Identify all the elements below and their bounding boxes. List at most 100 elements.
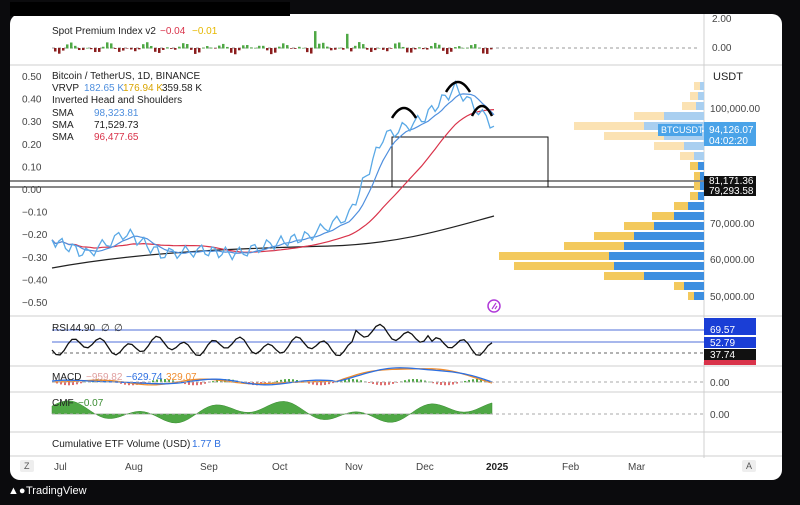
visibility-icon[interactable]: ∅ — [101, 323, 110, 334]
premium-bar — [110, 43, 113, 48]
premium-bar — [286, 45, 289, 48]
volume-profile-bar — [652, 212, 674, 220]
premium-bar — [142, 44, 145, 48]
premium-bar — [106, 42, 109, 48]
macd-axis-zero: 0.00 — [710, 378, 730, 389]
rsi-tag-upper-text: 69.57 — [710, 325, 735, 336]
volume-profile-bar — [682, 102, 696, 110]
premium-bar — [198, 48, 201, 52]
macd-value-2: −629.74 — [126, 372, 163, 383]
premium-bar — [350, 48, 353, 51]
brand-name: TradingView — [26, 485, 87, 497]
premium-bar — [70, 43, 73, 49]
volume-profile-bar — [694, 182, 700, 190]
premium-bar — [254, 48, 257, 49]
macd-bar — [356, 379, 358, 382]
price-axis-tick: 100,000.00 — [710, 104, 760, 115]
price-axis-tick: 50,000.00 — [710, 292, 755, 303]
premium-bar — [358, 42, 361, 48]
premium-bar — [338, 48, 341, 49]
premium-bar — [426, 48, 429, 50]
premium-bar — [442, 48, 445, 51]
premium-bar — [258, 46, 261, 49]
premium-bar — [218, 46, 221, 49]
indicator-value-1: −0.04 — [160, 26, 186, 37]
premium-axis-tick: 2.00 — [712, 14, 732, 25]
macd-bar — [200, 382, 202, 385]
macd-bar — [440, 382, 442, 385]
time-tick: 2025 — [486, 462, 509, 473]
time-tick: Jul — [54, 462, 67, 473]
premium-bar — [78, 48, 81, 50]
rsi-tag-bottom — [704, 360, 756, 365]
premium-axis-tick: 0.00 — [712, 43, 732, 54]
premium-bar — [486, 48, 489, 54]
rsi-tag-lower-text: 37.74 — [710, 350, 735, 361]
premium-bar — [270, 48, 273, 54]
premium-bar — [190, 48, 193, 50]
macd-bar — [332, 382, 334, 383]
premium-bar — [482, 48, 485, 53]
sma-label-2: SMA — [52, 120, 74, 131]
cmf-axis-zero: 0.00 — [710, 410, 730, 421]
macd-bar — [428, 382, 430, 383]
premium-bar — [194, 48, 197, 54]
currency-label[interactable]: USDT — [713, 71, 743, 83]
premium-bar — [434, 43, 437, 49]
premium-bar — [74, 46, 77, 49]
volume-profile-bar — [609, 252, 704, 260]
volume-profile-bar — [700, 172, 704, 180]
premium-bar — [122, 48, 125, 51]
premium-bar — [414, 48, 417, 49]
rsi-tag-top — [704, 318, 756, 324]
volume-profile-bar — [700, 182, 704, 190]
premium-bar — [242, 45, 245, 48]
premium-bar — [102, 47, 105, 49]
premium-bar — [418, 47, 421, 48]
volume-profile-bar — [674, 202, 688, 210]
premium-bar — [438, 45, 441, 49]
premium-bar — [430, 46, 433, 49]
premium-bar — [310, 48, 313, 54]
premium-bar — [490, 48, 493, 49]
premium-bar — [238, 48, 241, 50]
vrvp-label: VRVP — [52, 83, 79, 94]
volume-profile-bar — [604, 272, 644, 280]
premium-bar — [462, 48, 465, 49]
premium-bar — [274, 48, 277, 53]
premium-bar — [170, 48, 173, 49]
premium-bar — [54, 48, 57, 52]
premium-bar — [154, 48, 157, 52]
premium-bar — [382, 48, 385, 50]
premium-bar — [206, 46, 209, 48]
premium-bar — [214, 48, 217, 49]
visibility-icon[interactable]: ∅ — [114, 323, 123, 334]
volume-profile-bar — [684, 142, 704, 150]
volume-profile-bar — [604, 132, 664, 140]
premium-bar — [410, 48, 413, 53]
vrvp-value-2: 176.94 K — [123, 83, 163, 94]
volume-profile-bar — [690, 162, 698, 170]
premium-bar — [282, 43, 285, 48]
volume-profile-bar — [634, 232, 704, 240]
premium-bar — [322, 43, 325, 49]
volume-profile-bar — [644, 272, 704, 280]
rsi-tag-middle-text: 52.79 — [710, 338, 735, 349]
premium-bar — [146, 42, 149, 48]
sma-value-2: 71,529.73 — [94, 120, 139, 131]
etf-value: 1.77 B — [192, 439, 221, 450]
premium-bar — [230, 48, 233, 53]
premium-bar — [370, 48, 373, 52]
premium-bar — [390, 48, 393, 49]
left-axis-tick: 0.10 — [22, 162, 42, 173]
macd-bar — [212, 381, 214, 382]
left-axis-tick: −0.20 — [22, 230, 48, 241]
volume-profile-bar — [690, 92, 698, 100]
volume-profile-bar — [698, 192, 704, 200]
macd-bar — [392, 382, 394, 384]
volume-profile-bar — [654, 142, 684, 150]
macd-bar — [320, 382, 322, 385]
macd-bar — [416, 379, 418, 382]
macd-bar — [380, 382, 382, 385]
etf-label: Cumulative ETF Volume (USD) — [52, 439, 190, 450]
